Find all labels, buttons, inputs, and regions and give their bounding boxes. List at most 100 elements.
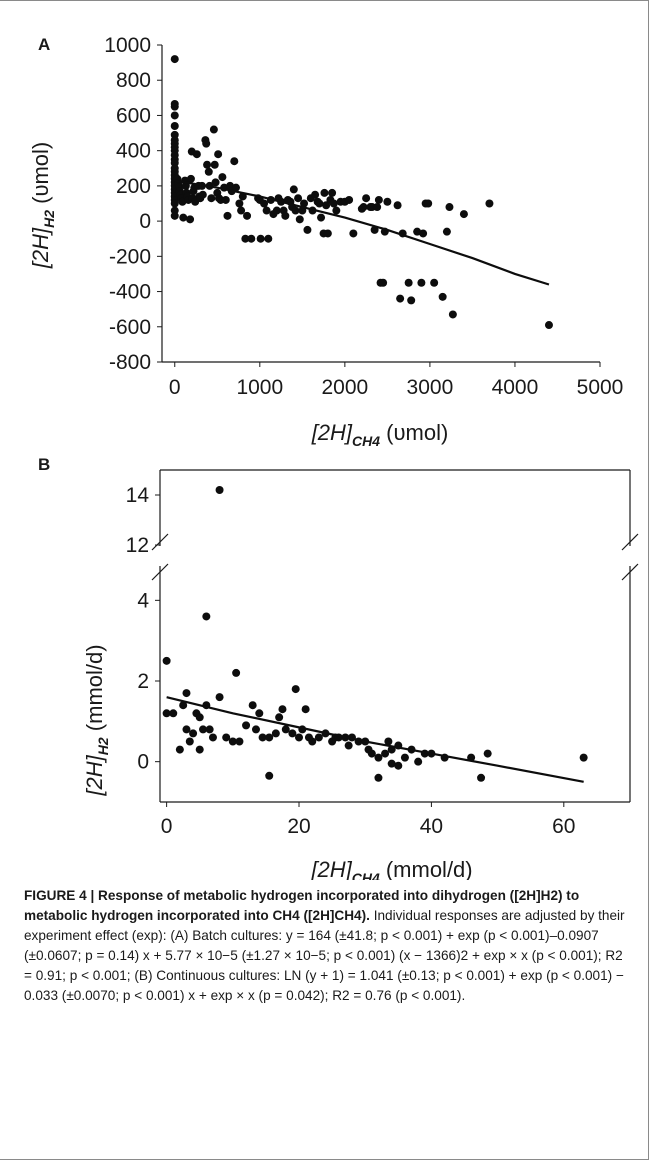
- y-axis-title-a-unit: (υmol): [28, 142, 53, 210]
- data-point-a: [303, 225, 312, 234]
- data-point-b: [291, 685, 300, 694]
- y-tick-label-lower-b: 4: [137, 589, 149, 612]
- data-point-b: [228, 737, 237, 746]
- y-tick-label-a: 200: [116, 175, 151, 198]
- data-point-a: [247, 234, 256, 243]
- data-point-b: [258, 733, 267, 742]
- data-point-a: [262, 206, 271, 215]
- data-point-a: [417, 278, 426, 287]
- data-point-a: [407, 296, 416, 305]
- x-tick-label-b: 0: [161, 815, 173, 838]
- data-point-a: [459, 210, 468, 219]
- data-point-a: [430, 278, 439, 287]
- data-point-b: [182, 689, 191, 698]
- caption-title: FIGURE 4 | Response of metabolic hydroge…: [24, 888, 580, 923]
- data-point-b: [185, 737, 194, 746]
- y-tick-label-a: -800: [109, 351, 151, 374]
- x-axis-title-a-main: [2H]: [311, 420, 353, 445]
- data-point-a: [442, 227, 451, 236]
- data-point-a: [328, 188, 337, 197]
- data-point-b: [295, 733, 304, 742]
- data-point-a: [438, 292, 447, 301]
- data-point-b: [175, 745, 184, 754]
- x-tick-label-b: 60: [552, 815, 575, 838]
- data-point-b: [308, 737, 317, 746]
- data-point-a: [179, 213, 188, 222]
- data-point-b: [374, 753, 383, 762]
- y-axis-title-b-sub: H2: [95, 737, 111, 755]
- data-point-b: [195, 713, 204, 722]
- data-point-a: [383, 197, 392, 206]
- y-tick-label-a: -400: [109, 281, 151, 304]
- data-point-b: [367, 749, 376, 758]
- data-point-a: [300, 199, 309, 208]
- data-point-a: [237, 206, 246, 215]
- data-point-a: [419, 229, 428, 238]
- axis-break-mark-left-lower: [151, 563, 169, 581]
- data-point-b: [400, 753, 409, 762]
- data-point-a: [230, 157, 239, 166]
- data-point-b: [205, 725, 214, 734]
- data-point-a: [424, 199, 433, 208]
- data-point-b: [384, 737, 393, 746]
- x-axis-title-a: [2H]CH4 (υmol): [311, 420, 449, 449]
- data-point-a: [186, 215, 195, 224]
- data-point-b: [579, 753, 588, 762]
- data-point-a: [231, 183, 240, 192]
- data-point-a: [256, 234, 265, 243]
- data-point-a: [362, 194, 371, 203]
- x-axis-title-b-main: [2H]: [310, 857, 352, 880]
- data-point-a: [170, 199, 179, 208]
- data-point-a: [272, 206, 281, 215]
- figure-caption: FIGURE 4 | Response of metabolic hydroge…: [24, 886, 630, 1006]
- data-point-b: [208, 733, 217, 742]
- data-point-b: [394, 761, 403, 770]
- data-point-b: [374, 773, 383, 782]
- data-point-b: [278, 705, 287, 714]
- data-point-a: [243, 211, 252, 220]
- data-point-a: [289, 185, 298, 194]
- data-point-b: [182, 725, 191, 734]
- data-point-b: [275, 713, 284, 722]
- data-point-b: [235, 737, 244, 746]
- data-point-a: [329, 199, 338, 208]
- data-point-b: [215, 693, 224, 702]
- x-tick-label-a: 4000: [492, 376, 539, 399]
- data-point-a: [445, 203, 454, 212]
- x-tick-label-a: 5000: [577, 376, 624, 399]
- data-point-b: [288, 729, 297, 738]
- data-point-b: [202, 612, 211, 621]
- data-point-a: [198, 190, 207, 199]
- data-point-a: [170, 122, 179, 131]
- fit-curve-a: [174, 179, 550, 286]
- axis-break-mark-right-upper: [621, 533, 639, 551]
- data-point-b: [314, 733, 323, 742]
- data-point-a: [264, 234, 273, 243]
- data-point-b: [162, 709, 171, 718]
- x-axis-title-a-sub: CH4: [352, 433, 380, 449]
- x-axis-title-b-sub: CH4: [352, 870, 380, 880]
- y-axis-title-a-sub: H2: [41, 210, 57, 228]
- y-axis-title-b-main: [2H]: [82, 754, 107, 796]
- y-axis-title-a-main: [2H]: [28, 227, 53, 269]
- x-tick-label-a: 0: [169, 376, 181, 399]
- data-point-b: [162, 656, 171, 665]
- data-point-a: [485, 199, 494, 208]
- data-point-b: [477, 773, 486, 782]
- data-point-a: [374, 195, 383, 204]
- data-point-b: [255, 709, 264, 718]
- data-point-b: [265, 733, 274, 742]
- x-tick-label-a: 3000: [407, 376, 454, 399]
- data-point-b: [301, 705, 310, 714]
- y-tick-label-lower-b: 0: [137, 751, 149, 774]
- data-point-a: [204, 167, 213, 176]
- data-point-b: [169, 709, 178, 718]
- y-tick-label-a: 1000: [104, 34, 151, 57]
- data-point-b: [195, 745, 204, 754]
- data-point-b: [387, 759, 396, 768]
- data-point-a: [218, 173, 227, 182]
- data-point-b: [222, 733, 231, 742]
- x-tick-label-a: 2000: [321, 376, 368, 399]
